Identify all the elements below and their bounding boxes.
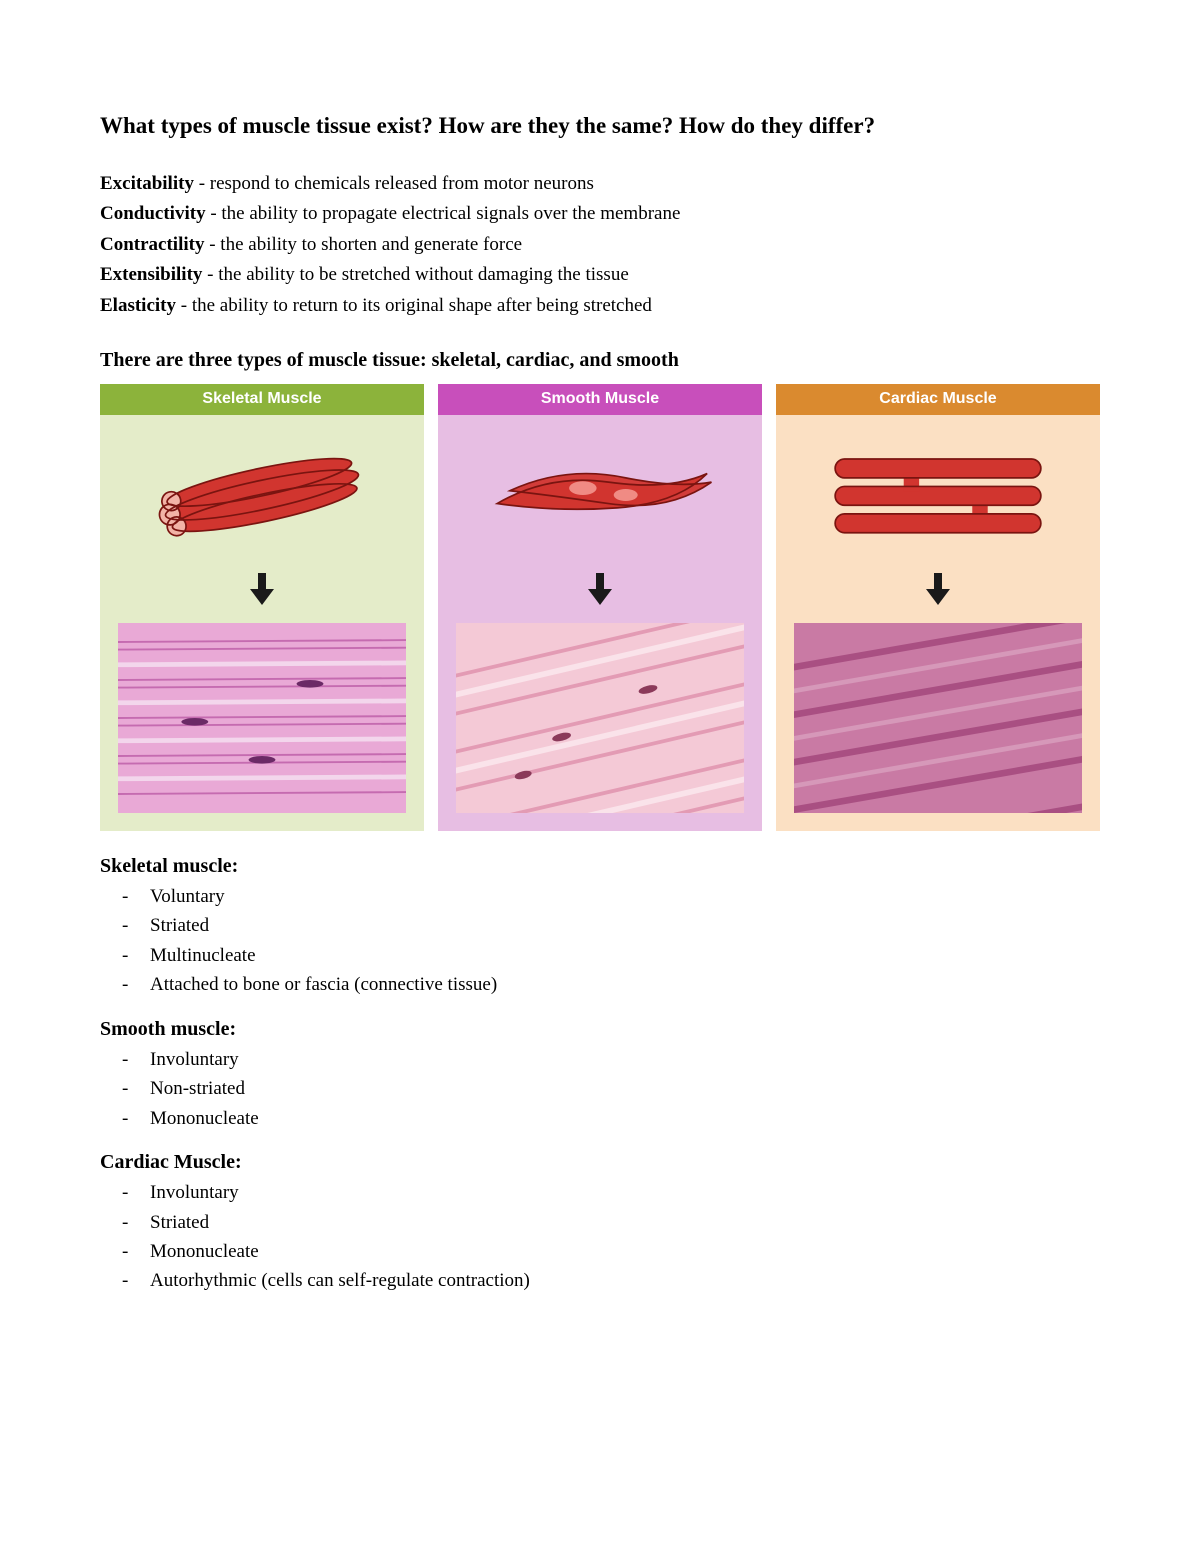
property-term: Elasticity xyxy=(100,295,176,316)
list-item: Involuntary xyxy=(150,1178,1100,1207)
list-item: Involuntary xyxy=(150,1045,1100,1074)
smooth-micrograph-icon xyxy=(456,623,744,813)
panel-body xyxy=(438,415,762,831)
down-arrow-icon xyxy=(924,571,952,607)
document-page: What types of muscle tissue exist? How a… xyxy=(0,0,1200,1394)
property-def: - the ability to be stretched without da… xyxy=(202,264,628,285)
property-def: - respond to chemicals released from mot… xyxy=(194,173,594,194)
property-row: Conductivity - the ability to propagate … xyxy=(100,199,1100,229)
down-arrow-icon xyxy=(248,571,276,607)
section-title-smooth: Smooth muscle: xyxy=(100,1018,1100,1041)
panel-header: Cardiac Muscle xyxy=(776,384,1100,415)
panel-skeletal: Skeletal Muscle xyxy=(100,384,424,831)
cardiac-micrograph-icon xyxy=(794,623,1082,813)
property-term: Extensibility xyxy=(100,264,202,285)
smooth-list: Involuntary Non-striated Mononucleate xyxy=(100,1045,1100,1133)
property-term: Contractility xyxy=(100,234,204,255)
subheading: There are three types of muscle tissue: … xyxy=(100,349,1100,372)
list-item: Mononucleate xyxy=(150,1237,1100,1266)
panel-body xyxy=(776,415,1100,831)
skeletal-illustration-icon xyxy=(118,435,406,555)
panel-body xyxy=(100,415,424,831)
list-item: Non-striated xyxy=(150,1074,1100,1103)
list-item: Striated xyxy=(150,1208,1100,1237)
infographic-panels: Skeletal Muscle xyxy=(100,384,1100,831)
property-term: Excitability xyxy=(100,173,194,194)
skeletal-micrograph-icon xyxy=(118,623,406,813)
page-title: What types of muscle tissue exist? How a… xyxy=(100,110,1100,141)
list-item: Attached to bone or fascia (connective t… xyxy=(150,970,1100,999)
property-term: Conductivity xyxy=(100,203,206,224)
property-row: Elasticity - the ability to return to it… xyxy=(100,291,1100,321)
cardiac-list: Involuntary Striated Mononucleate Autorh… xyxy=(100,1178,1100,1296)
property-def: - the ability to shorten and generate fo… xyxy=(204,234,522,255)
property-def: - the ability to propagate electrical si… xyxy=(206,203,681,224)
list-item: Autorhythmic (cells can self-regulate co… xyxy=(150,1266,1100,1295)
list-item: Voluntary xyxy=(150,882,1100,911)
property-def: - the ability to return to its original … xyxy=(176,295,652,316)
properties-list: Excitability - respond to chemicals rele… xyxy=(100,169,1100,321)
property-row: Excitability - respond to chemicals rele… xyxy=(100,169,1100,199)
panel-header: Skeletal Muscle xyxy=(100,384,424,415)
skeletal-list: Voluntary Striated Multinucleate Attache… xyxy=(100,882,1100,1000)
section-title-skeletal: Skeletal muscle: xyxy=(100,855,1100,878)
down-arrow-icon xyxy=(586,571,614,607)
cardiac-illustration-icon xyxy=(794,435,1082,555)
panel-smooth: Smooth Muscle xyxy=(438,384,762,831)
list-item: Mononucleate xyxy=(150,1104,1100,1133)
panel-header: Smooth Muscle xyxy=(438,384,762,415)
property-row: Extensibility - the ability to be stretc… xyxy=(100,260,1100,290)
list-item: Striated xyxy=(150,911,1100,940)
panel-cardiac: Cardiac Muscle xyxy=(776,384,1100,831)
property-row: Contractility - the ability to shorten a… xyxy=(100,230,1100,260)
section-title-cardiac: Cardiac Muscle: xyxy=(100,1151,1100,1174)
smooth-illustration-icon xyxy=(456,435,744,555)
list-item: Multinucleate xyxy=(150,941,1100,970)
